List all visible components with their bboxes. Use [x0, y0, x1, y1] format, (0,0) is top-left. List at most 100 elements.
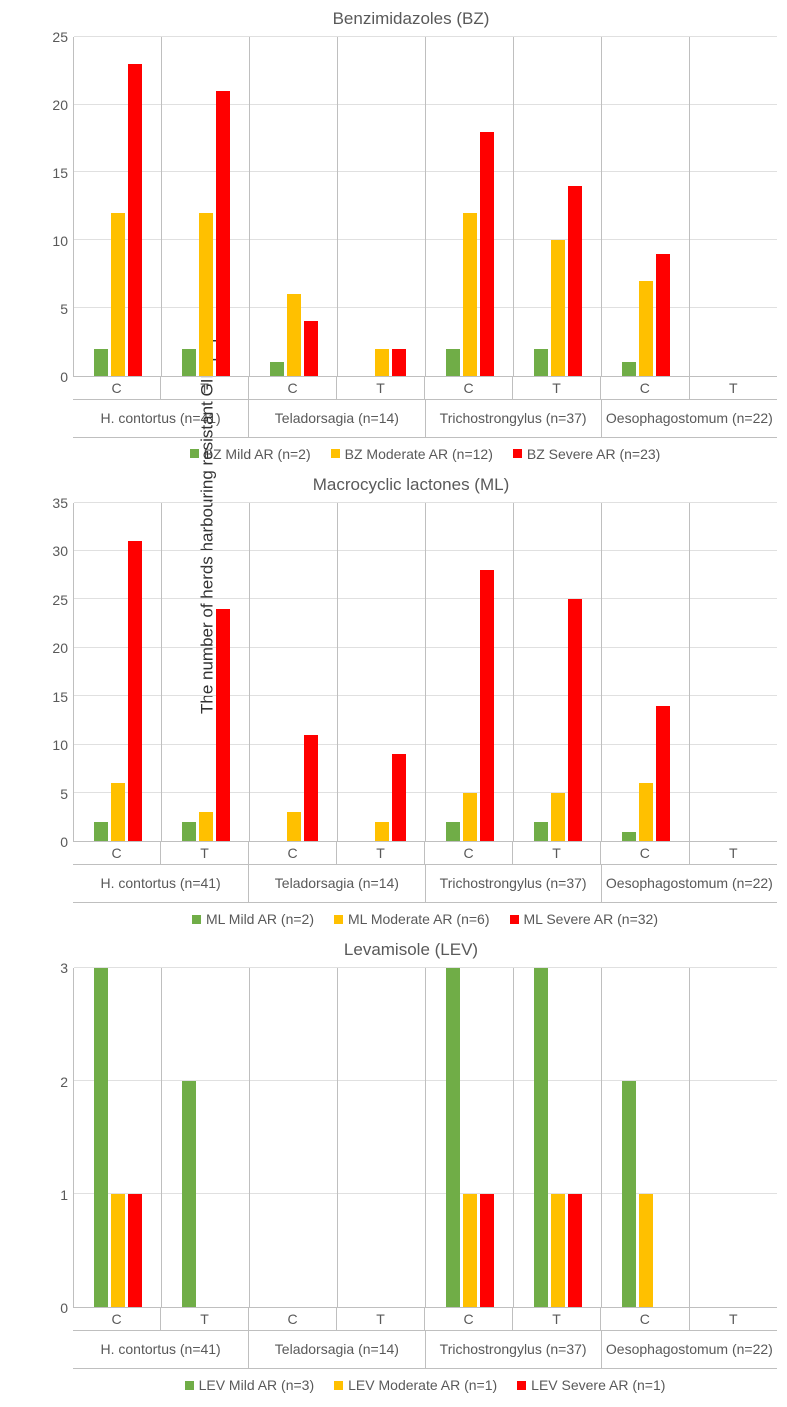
bar — [534, 349, 548, 376]
species-label: Trichostrongylus (n=37) — [426, 400, 602, 438]
ct-group — [337, 37, 425, 376]
bar — [656, 706, 670, 841]
chart-title: Levamisole (LEV) — [45, 940, 777, 960]
bar — [480, 1194, 494, 1307]
bar — [463, 1194, 477, 1307]
bar — [304, 321, 318, 375]
bar — [480, 132, 494, 376]
y-tick-label: 15 — [52, 165, 68, 181]
species-label: H. contortus (n=41) — [73, 1331, 249, 1369]
ct-label: C — [73, 377, 161, 400]
species-label: Teladorsagia (n=14) — [249, 400, 425, 438]
bar — [622, 832, 636, 842]
ct-label: C — [249, 1308, 337, 1331]
ct-group — [74, 503, 161, 842]
ct-label: C — [249, 377, 337, 400]
bar — [480, 570, 494, 841]
ct-label: T — [513, 1308, 601, 1331]
plot-area — [73, 968, 777, 1308]
y-tick-label: 15 — [52, 689, 68, 705]
legend-label: BZ Severe AR (n=23) — [527, 446, 660, 462]
bar — [304, 735, 318, 841]
legend-item: BZ Moderate AR (n=12) — [331, 446, 493, 462]
bar — [128, 1194, 142, 1307]
legend-swatch — [513, 449, 522, 458]
bar — [639, 783, 653, 841]
species-label: Trichostrongylus (n=37) — [426, 865, 602, 903]
bar — [463, 793, 477, 841]
species-group — [250, 37, 426, 376]
ct-label: T — [337, 842, 425, 865]
ct-group — [602, 968, 689, 1307]
ct-label: C — [425, 377, 513, 400]
species-group — [250, 503, 426, 842]
species-label: Teladorsagia (n=14) — [249, 1331, 425, 1369]
species-group — [426, 503, 602, 842]
ct-label: T — [161, 1308, 249, 1331]
legend-item: ML Mild AR (n=2) — [192, 911, 314, 927]
bar — [463, 213, 477, 376]
bar — [128, 541, 142, 841]
legend-swatch — [334, 915, 343, 924]
y-tick-label: 2 — [60, 1074, 68, 1090]
bar — [639, 281, 653, 376]
chart-panel: Macrocyclic lactones (ML)05101520253035C… — [45, 471, 777, 932]
bar — [94, 968, 108, 1307]
species-group — [74, 503, 250, 842]
ct-label: C — [601, 1308, 690, 1331]
ct-labels-row: CTCTCTCT — [73, 1308, 777, 1331]
ct-group — [689, 37, 777, 376]
bars-layer — [74, 503, 777, 842]
ct-label: T — [690, 1308, 778, 1331]
ct-label: C — [425, 1308, 513, 1331]
bar — [446, 349, 460, 376]
y-axis-ticks: 05101520253035 — [45, 503, 73, 843]
chart-panel: Benzimidazoles (BZ)0510152025CTCTCTCTH. … — [45, 5, 777, 466]
legend: BZ Mild AR (n=2)BZ Moderate AR (n=12)BZ … — [73, 438, 777, 466]
ct-group — [250, 968, 337, 1307]
ct-group — [689, 968, 777, 1307]
bar — [128, 64, 142, 376]
plot-area — [73, 503, 777, 843]
species-group — [250, 968, 426, 1307]
bar — [622, 1081, 636, 1307]
plot-area — [73, 37, 777, 377]
bar — [551, 1194, 565, 1307]
bar — [94, 822, 108, 841]
bar — [111, 783, 125, 841]
bar — [111, 1194, 125, 1307]
legend-swatch — [192, 915, 201, 924]
y-tick-label: 0 — [60, 834, 68, 850]
chart-panel: Levamisole (LEV) 0123CTCTCTCTH. contortus… — [45, 936, 777, 1397]
legend-label: LEV Severe AR (n=1) — [531, 1377, 665, 1393]
bar — [392, 754, 406, 841]
y-tick-label: 0 — [60, 369, 68, 385]
y-tick-label: 5 — [60, 301, 68, 317]
y-tick-label: 10 — [52, 233, 68, 249]
species-group — [426, 968, 602, 1307]
bar — [534, 968, 548, 1307]
ct-group — [161, 968, 249, 1307]
y-axis-ticks: 0123 — [45, 968, 73, 1308]
ct-label: C — [73, 842, 161, 865]
y-tick-label: 5 — [60, 786, 68, 802]
ct-group — [337, 503, 425, 842]
bar — [551, 240, 565, 375]
bar — [216, 609, 230, 841]
bar — [199, 812, 213, 841]
legend-swatch — [517, 1381, 526, 1390]
species-labels-row: H. contortus (n=41)Teladorsagia (n=14)Tr… — [73, 400, 777, 438]
ct-group — [426, 37, 513, 376]
ct-label: C — [601, 842, 690, 865]
bar — [182, 349, 196, 376]
legend-swatch — [331, 449, 340, 458]
bar — [375, 349, 389, 376]
bar — [375, 822, 389, 841]
legend-item: LEV Severe AR (n=1) — [517, 1377, 665, 1393]
bar — [446, 968, 460, 1307]
ct-labels-row: CTCTCTCT — [73, 842, 777, 865]
legend-label: ML Mild AR (n=2) — [206, 911, 314, 927]
species-labels-row: H. contortus (n=41)Teladorsagia (n=14)Tr… — [73, 865, 777, 903]
ct-group — [426, 968, 513, 1307]
bar — [534, 822, 548, 841]
